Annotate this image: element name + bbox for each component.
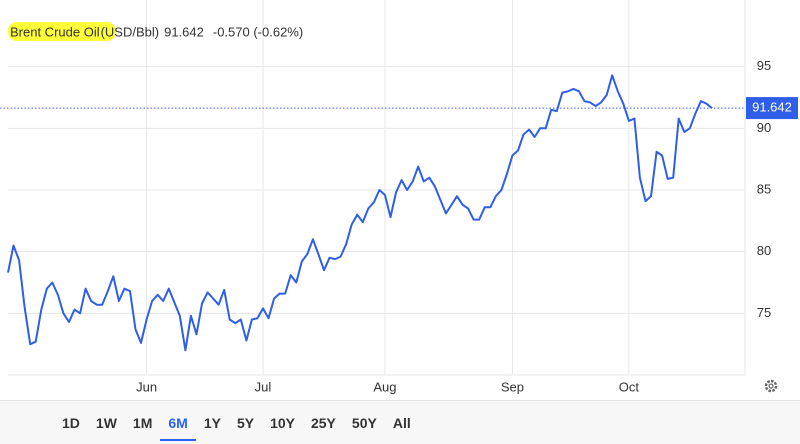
y-tick-label: 95 xyxy=(757,58,771,73)
chart: Brent Crude Oil (USD/Bbl) 91.642 -0.570 … xyxy=(0,0,798,394)
price-line xyxy=(7,74,713,352)
x-tick-label: Sep xyxy=(501,379,524,394)
last-value-box xyxy=(746,97,798,120)
range-button[interactable]: 1Y xyxy=(203,414,221,431)
y-tick-label: 80 xyxy=(757,243,771,258)
range-button[interactable]: 1W xyxy=(95,414,117,431)
range-toolbar: 1D 1W 1M 6M 1Y 5Y 10Y 25Y 50Y All xyxy=(0,400,800,444)
range-button[interactable]: 50Y xyxy=(351,414,377,431)
settings-icon[interactable] xyxy=(764,379,778,393)
x-tick-label: Oct xyxy=(619,379,640,394)
gear-hub[interactable] xyxy=(768,383,774,389)
last-value-label: 91.642 xyxy=(752,100,792,115)
x-tick-label: Jun xyxy=(136,379,157,394)
grid xyxy=(8,0,745,375)
price: 91.642 xyxy=(164,24,204,39)
range-button[interactable]: 1D xyxy=(62,414,80,431)
range-button[interactable]: 1M xyxy=(132,414,153,431)
range-button[interactable]: 25Y xyxy=(310,414,336,431)
x-tick-label: Aug xyxy=(373,379,396,394)
y-tick-label: 90 xyxy=(757,120,771,135)
range-button[interactable]: 10Y xyxy=(270,414,295,431)
change: -0.570 (-0.62%) xyxy=(213,24,303,39)
gear[interactable] xyxy=(764,379,778,393)
y-tick-label: 85 xyxy=(757,181,771,196)
unit: (USD/Bbl) xyxy=(101,24,160,39)
range-button[interactable]: 5Y xyxy=(236,414,255,431)
y-tick-label: 75 xyxy=(757,305,771,320)
range-button[interactable]: All xyxy=(392,414,411,431)
x-tick-label: Jul xyxy=(255,379,272,394)
chart-title: Brent Crude Oil xyxy=(10,24,100,39)
title-highlight xyxy=(8,22,116,41)
range-button[interactable]: 6M xyxy=(160,405,196,441)
